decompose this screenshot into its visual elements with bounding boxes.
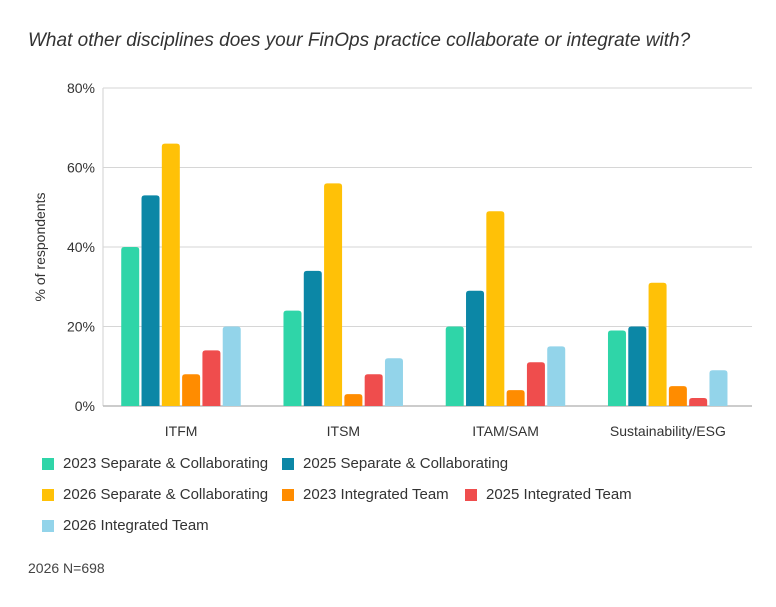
bar	[222, 326, 241, 406]
bar	[283, 310, 302, 406]
legend-item: 2023 Separate & Collaborating	[42, 455, 268, 472]
bar	[486, 211, 505, 406]
legend-label: 2023 Integrated Team	[303, 486, 449, 503]
bar	[121, 247, 140, 406]
legend-item: 2026 Separate & Collaborating	[42, 486, 268, 503]
y-tick-label: 60%	[67, 160, 95, 176]
legend-swatch	[42, 519, 54, 532]
y-tick-label: 20%	[67, 319, 95, 335]
bar	[689, 398, 708, 406]
legend-label: 2026 Separate & Collaborating	[63, 486, 269, 503]
bar	[709, 370, 728, 406]
bar	[364, 374, 383, 406]
bar	[384, 358, 403, 406]
legend-item: 2025 Integrated Team	[465, 486, 632, 503]
legend-item: 2023 Integrated Team	[282, 486, 449, 503]
legend-label: 2023 Separate & Collaborating	[63, 455, 269, 472]
x-tick-label: Sustainability/ESG	[610, 423, 726, 439]
x-tick-label: ITFM	[165, 423, 198, 439]
legend-swatch	[282, 488, 294, 501]
bar	[668, 386, 687, 406]
x-tick-label: ITAM/SAM	[472, 423, 539, 439]
legend-swatch	[42, 457, 54, 470]
legend-label: 2025 Integrated Team	[486, 486, 632, 503]
bar	[344, 394, 363, 406]
chart-title: What other disciplines does your FinOps …	[28, 30, 691, 51]
y-tick-label: 0%	[75, 398, 95, 414]
bar	[445, 326, 464, 406]
bar	[202, 350, 221, 406]
bar	[324, 183, 343, 406]
bar	[506, 390, 525, 406]
sample-size-note: 2026 N=698	[28, 560, 105, 576]
legend-label: 2025 Separate & Collaborating	[303, 455, 509, 472]
bar	[161, 143, 180, 406]
y-tick-label: 40%	[67, 239, 95, 255]
bar	[628, 326, 647, 406]
legend-swatch	[465, 488, 477, 501]
y-tick-label: 80%	[67, 80, 95, 96]
bar	[648, 282, 667, 406]
bar	[182, 374, 201, 406]
bar	[141, 195, 160, 406]
bar	[303, 270, 322, 406]
bar	[526, 362, 545, 406]
legend-label: 2026 Integrated Team	[63, 517, 209, 534]
legend-item: 2025 Separate & Collaborating	[282, 455, 508, 472]
legend-swatch	[282, 457, 294, 470]
bar	[466, 290, 485, 406]
legend-swatch	[42, 488, 54, 501]
x-tick-label: ITSM	[327, 423, 360, 439]
bar	[607, 330, 626, 406]
bar	[547, 346, 566, 406]
legend-item: 2026 Integrated Team	[42, 517, 209, 534]
